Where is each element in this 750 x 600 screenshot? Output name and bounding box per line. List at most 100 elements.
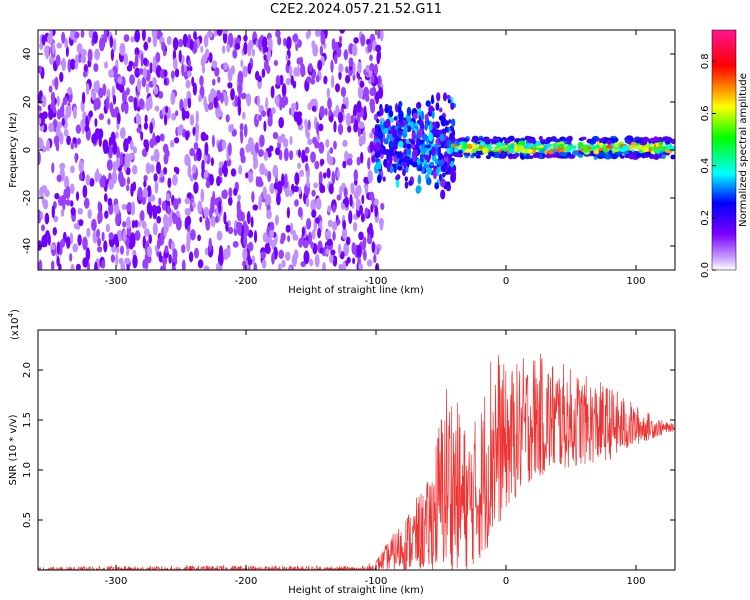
spectrogram-cell xyxy=(257,37,263,51)
spectrogram-cell xyxy=(222,30,229,34)
spectrogram-cell xyxy=(126,265,130,270)
spectrogram-cell xyxy=(516,144,525,151)
spectrogram-cell xyxy=(363,250,367,261)
spectrogram-cell xyxy=(332,204,336,213)
spectrogram-cell xyxy=(315,75,320,83)
spectrogram-cell xyxy=(284,251,291,261)
spectrogram-cell xyxy=(558,143,565,148)
spectrogram-cell xyxy=(653,148,661,154)
spectrogram-cell xyxy=(343,242,349,257)
spectrogram-cell xyxy=(212,190,216,205)
spectrogram-cell xyxy=(326,167,331,179)
spectrogram-cell xyxy=(388,148,394,156)
spectrogram-cell xyxy=(261,68,266,78)
spectrogram-cell xyxy=(94,261,98,270)
spectrogram-cell xyxy=(115,131,119,139)
spectrogram-cell xyxy=(526,148,533,154)
spectrogram-cell xyxy=(377,174,382,184)
spectrogram-cell xyxy=(259,163,266,176)
spectrogram-cell xyxy=(547,138,552,143)
spectrogram-cell xyxy=(281,259,286,268)
spectrogram-cell xyxy=(339,30,345,34)
spectrogram-cell xyxy=(41,34,46,46)
spectrogram-cell xyxy=(357,256,361,266)
spectrogram-cell xyxy=(134,219,139,228)
spectrogram-cell xyxy=(257,180,264,187)
spectrogram-cell xyxy=(279,103,283,111)
spectrogram-cell xyxy=(253,156,259,169)
spectrogram-cell xyxy=(409,143,415,149)
spectrogram-cell xyxy=(247,229,254,238)
spectrogram-cell xyxy=(292,34,299,42)
spectrogram-cell xyxy=(303,250,310,265)
spectrogram-cell xyxy=(163,114,168,126)
spectrogram-cell xyxy=(78,219,84,227)
spectrogram-cell xyxy=(190,229,196,241)
spectrogram-cell xyxy=(273,182,279,190)
spectrogram-cell xyxy=(82,185,88,198)
spectrogram-cell xyxy=(419,120,424,131)
spectrogram-cell xyxy=(331,171,336,186)
spectrogram-cell xyxy=(398,100,403,108)
spectrogram-cell xyxy=(320,158,325,166)
y-tick-label: 1.0 xyxy=(22,462,33,478)
spectrogram-cell xyxy=(285,77,292,86)
spectrogram-cell xyxy=(331,38,336,51)
spectrogram-cell xyxy=(631,141,637,146)
spectrogram-cell xyxy=(126,249,130,257)
spectrogram-cell xyxy=(96,237,102,247)
spectrogram-cell xyxy=(114,203,120,216)
spectrogram-cell xyxy=(163,69,168,78)
snr-y-label: SNR (10 * v/v) xyxy=(8,414,19,485)
spectrogram-cell xyxy=(268,145,274,152)
spectrogram-cell xyxy=(205,48,210,59)
spectrogram-cell xyxy=(125,216,131,229)
spectrogram-cell xyxy=(61,31,66,44)
spectrogram-cell xyxy=(447,165,452,175)
spectrogram-cell xyxy=(48,108,54,121)
spectrogram-cell xyxy=(379,219,384,231)
spectrogram-cell xyxy=(263,120,267,132)
spectrogram-cell xyxy=(350,184,355,195)
spectrogram-cell xyxy=(156,216,162,224)
spectrogram-cell xyxy=(70,207,76,216)
spectrogram-cell xyxy=(610,153,619,160)
snr-x-ticks: -300 -200 -100 0 100 xyxy=(105,330,646,587)
spectrogram-cell xyxy=(151,30,158,40)
spectrogram-cell xyxy=(246,211,251,225)
spectrogram-cell xyxy=(216,262,221,270)
spectrogram-cell xyxy=(298,238,303,248)
spectrogram-cell xyxy=(38,209,42,224)
spectrogram-cell xyxy=(380,202,385,211)
spectrogram-cell xyxy=(148,196,152,204)
spectrogram-cell xyxy=(112,94,117,105)
spectrogram-cell xyxy=(299,169,304,177)
spectrogram-cell xyxy=(603,148,609,153)
spectrogram-cell xyxy=(438,173,443,182)
spectrogram-cell xyxy=(181,259,186,270)
spectrogram-cell xyxy=(393,138,398,149)
spectrogram-cell xyxy=(228,32,234,47)
spectrogram-cell xyxy=(198,94,202,103)
spectrogram-cell xyxy=(74,60,79,70)
spectrogram-cell xyxy=(507,153,514,158)
spectrogram-cell xyxy=(479,141,486,147)
spectrogram-cell xyxy=(398,140,404,148)
spectrogram-cell xyxy=(48,122,54,133)
spectrogram-cell xyxy=(449,132,454,142)
spectrogram-cell xyxy=(107,118,111,125)
spectrogram-cell xyxy=(361,194,365,205)
spectrogram-cell xyxy=(375,44,382,53)
spectrogram-cell xyxy=(39,138,44,151)
spectrogram-cell xyxy=(96,228,100,239)
spectrogram-cell xyxy=(658,141,663,146)
spectrogram-cell xyxy=(397,127,401,132)
spectrogram-y-label: Frequency (Hz) xyxy=(8,112,19,188)
spectrogram-cell xyxy=(185,215,192,227)
snr-series-line xyxy=(38,353,675,570)
spectrogram-cell xyxy=(317,227,322,239)
spectrogram-cell xyxy=(649,143,655,148)
spectrogram-cell xyxy=(130,201,136,216)
spectrogram-cell xyxy=(67,87,73,96)
spectrogram-cell xyxy=(61,57,66,72)
